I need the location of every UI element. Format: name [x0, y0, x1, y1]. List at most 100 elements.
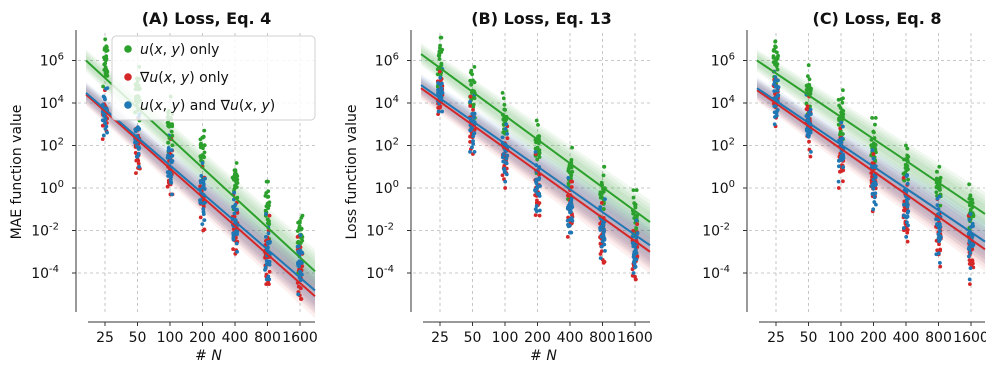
data-point — [501, 152, 506, 156]
data-point — [906, 177, 910, 182]
legend-label: u(x, y) only — [140, 42, 219, 58]
data-point — [807, 139, 811, 144]
data-point — [837, 164, 841, 169]
data-point — [631, 195, 636, 200]
data-point — [569, 173, 574, 178]
data-point — [935, 203, 940, 208]
data-point — [938, 224, 943, 229]
data-point — [937, 164, 942, 169]
x-tick-label: 50 — [800, 330, 818, 346]
data-point — [439, 86, 444, 91]
data-point — [807, 87, 812, 92]
data-point — [967, 277, 972, 282]
data-point — [503, 126, 508, 131]
x-tick-label: 400 — [893, 330, 920, 346]
data-point — [838, 126, 843, 131]
data-point — [198, 199, 203, 204]
y-tick-label: 104 — [375, 94, 399, 112]
data-point — [968, 194, 973, 199]
data-point — [601, 223, 606, 228]
data-point — [570, 179, 574, 184]
data-point — [134, 154, 139, 159]
data-point — [169, 180, 174, 185]
data-point — [836, 97, 841, 102]
data-point — [775, 67, 780, 72]
data-point — [102, 47, 107, 52]
data-point — [133, 140, 137, 145]
data-point — [267, 213, 272, 218]
data-point — [264, 235, 268, 239]
confidence-band — [757, 49, 985, 236]
data-point — [500, 135, 505, 140]
data-point — [469, 82, 474, 87]
data-point — [633, 248, 638, 252]
data-point — [200, 222, 205, 227]
data-point — [773, 115, 777, 119]
data-point — [841, 88, 845, 93]
data-point — [264, 212, 268, 216]
data-point — [438, 83, 443, 87]
data-point — [136, 161, 141, 166]
data-point — [169, 148, 174, 153]
data-point — [775, 88, 780, 93]
data-point — [841, 124, 845, 129]
data-point — [437, 69, 442, 74]
x-tick-label: 25 — [96, 330, 114, 346]
data-point — [935, 248, 940, 253]
data-point — [937, 229, 942, 234]
x-tick-label: 1600 — [617, 330, 653, 346]
data-point — [534, 140, 538, 145]
data-point — [901, 176, 906, 180]
fit-line — [85, 92, 316, 292]
data-point — [263, 208, 268, 213]
data-point — [537, 213, 542, 218]
data-point — [839, 120, 844, 125]
data-point — [201, 207, 206, 211]
data-point — [472, 127, 477, 132]
data-point — [298, 248, 303, 253]
data-point — [468, 150, 472, 154]
data-point — [232, 211, 237, 216]
data-point — [103, 121, 107, 126]
data-point — [598, 256, 603, 260]
data-point — [472, 65, 477, 69]
data-point — [806, 134, 811, 139]
data-point — [298, 227, 303, 232]
data-point — [903, 170, 908, 175]
x-axis-label: # N — [195, 348, 222, 364]
fit-line — [756, 89, 986, 251]
data-point — [170, 143, 175, 148]
data-point — [533, 213, 538, 218]
data-point — [871, 152, 876, 156]
legend-box — [111, 35, 316, 121]
data-point — [105, 72, 109, 77]
data-point — [808, 154, 813, 159]
data-point — [503, 179, 508, 184]
data-point — [841, 96, 845, 101]
x-tick-label: 800 — [254, 330, 281, 346]
data-point — [295, 244, 300, 249]
data-point — [902, 202, 906, 207]
data-point — [967, 217, 972, 222]
x-tick-label: 200 — [860, 330, 887, 346]
data-point — [535, 191, 540, 196]
data-point — [772, 122, 777, 127]
fit-line — [420, 53, 651, 223]
data-point — [266, 240, 270, 245]
data-point — [905, 181, 910, 186]
data-point — [534, 201, 539, 205]
data-point — [169, 129, 174, 134]
data-point — [536, 152, 541, 157]
data-point — [804, 101, 809, 106]
fit-line — [85, 93, 316, 298]
data-point — [202, 150, 207, 155]
data-point — [565, 235, 570, 239]
data-point — [439, 50, 444, 54]
data-point — [839, 169, 844, 173]
data-point — [905, 146, 910, 151]
data-point — [232, 187, 237, 192]
data-point — [837, 116, 841, 121]
data-point — [440, 109, 444, 114]
data-point — [104, 44, 109, 49]
legend: u(x, y) only ∇u(x, y) only u(x, y) and ∇u(… — [111, 35, 316, 121]
